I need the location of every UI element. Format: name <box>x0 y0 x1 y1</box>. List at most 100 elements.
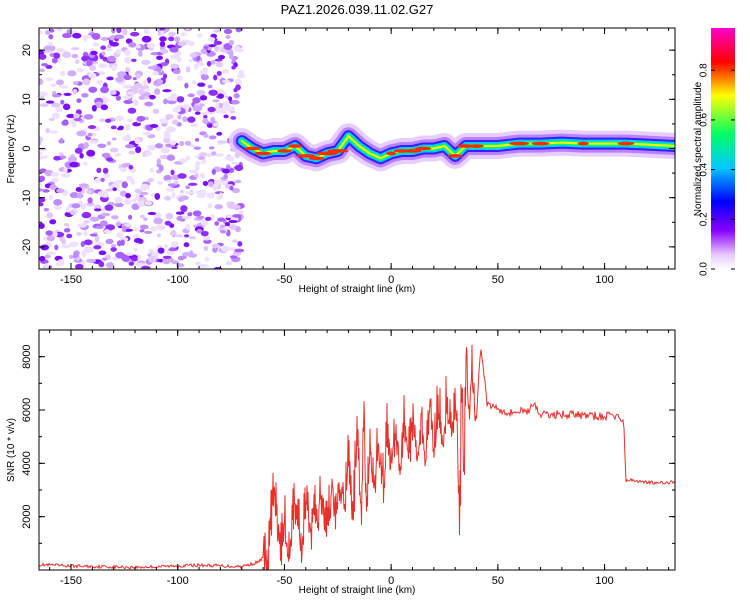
noise-blob <box>140 183 150 191</box>
noise-blob <box>62 51 72 59</box>
noise-blob <box>203 239 212 244</box>
noise-blob <box>101 257 108 261</box>
noise-blob <box>155 143 164 149</box>
noise-blob <box>48 34 54 40</box>
noise-blob <box>68 241 79 248</box>
noise-blob <box>144 116 149 121</box>
noise-blob <box>228 219 238 224</box>
noise-blob <box>85 202 95 207</box>
noise-blob <box>217 89 225 93</box>
noise-blob <box>205 152 213 158</box>
noise-blob <box>39 91 49 97</box>
noise-blob <box>183 234 190 238</box>
noise-blob <box>176 75 183 81</box>
noise-blob <box>86 149 96 157</box>
noise-blob <box>224 214 233 219</box>
noise-blob <box>181 215 191 220</box>
noise-blob <box>104 204 114 211</box>
noise-blob <box>54 244 59 251</box>
noise-blob <box>232 214 242 218</box>
noise-blob <box>128 42 137 48</box>
noise-blob <box>111 182 120 189</box>
noise-blob <box>165 126 176 133</box>
ridge-peak <box>509 141 530 146</box>
noise-blob <box>162 73 168 80</box>
colorbar-ticks: 0.0 0.2 0.4 0.6 0.8 <box>699 63 735 276</box>
noise-blob <box>231 161 239 165</box>
noise-blob <box>45 77 54 81</box>
noise-blob <box>194 137 200 142</box>
noise-blob <box>62 103 71 111</box>
noise-blob <box>134 137 141 145</box>
noise-blob <box>136 115 146 122</box>
noise-blob <box>99 118 106 122</box>
noise-blob <box>88 72 97 79</box>
noise-blob <box>198 61 205 67</box>
noise-blob <box>120 239 125 246</box>
noise-blob <box>139 191 149 196</box>
noise-blob <box>114 196 123 204</box>
noise-blob <box>182 251 191 257</box>
noise-blob <box>111 137 117 141</box>
noise-blob <box>170 93 177 97</box>
noise-blob <box>176 56 182 63</box>
noise-blob <box>214 204 224 210</box>
noise-blob <box>214 45 219 52</box>
noise-blob <box>79 152 84 159</box>
noise-blob <box>213 179 223 185</box>
noise-blob <box>130 257 138 262</box>
noise-blob <box>163 137 171 144</box>
noise-blob <box>159 154 169 160</box>
noise-blob <box>110 244 117 248</box>
noise-blob <box>187 116 196 123</box>
noise-blob <box>197 82 206 87</box>
noise-blob <box>234 164 244 171</box>
noise-blob <box>48 194 54 201</box>
noise-blob <box>48 130 59 134</box>
noise-blob <box>130 31 140 37</box>
noise-blob <box>177 173 187 179</box>
noise-blob <box>102 167 109 174</box>
noise-blob <box>180 32 187 37</box>
noise-blob <box>133 237 143 244</box>
noise-blob <box>56 188 65 193</box>
snr-y-label: SNR (10 * v/v) <box>6 418 17 482</box>
ridge-peak <box>288 144 302 148</box>
noise-blob <box>156 158 162 165</box>
noise-blob <box>172 69 181 75</box>
noise-blob <box>234 78 243 86</box>
x-tick-label: 50 <box>492 575 504 587</box>
noise-blob <box>200 220 209 226</box>
noise-blob <box>53 205 62 210</box>
y-tick-label: 6000 <box>21 398 33 422</box>
noise-blob <box>204 256 210 262</box>
noise-blob <box>141 265 151 269</box>
noise-blob <box>204 216 212 222</box>
noise-blob <box>124 49 131 56</box>
noise-blob <box>163 244 168 249</box>
noise-blob <box>156 224 166 231</box>
noise-blob <box>96 79 104 85</box>
noise-blob <box>46 212 54 219</box>
noise-blob <box>159 118 169 124</box>
noise-blob <box>187 93 195 98</box>
noise-blob <box>61 120 69 126</box>
noise-blob <box>124 144 135 149</box>
noise-blob <box>39 197 46 203</box>
noise-blob <box>170 63 180 69</box>
noise-blob <box>76 232 82 236</box>
noise-blob <box>77 223 87 228</box>
noise-blob <box>196 215 205 219</box>
frequency-ridge <box>228 123 675 172</box>
noise-blob <box>177 41 187 47</box>
noise-blob <box>202 118 209 125</box>
noise-blob <box>135 73 141 79</box>
noise-blob <box>56 28 63 32</box>
noise-blob <box>159 36 167 42</box>
noise-blob <box>230 99 240 105</box>
noise-blob <box>203 133 209 138</box>
noise-blob <box>39 182 43 187</box>
noise-blob <box>199 95 208 101</box>
noise-blob <box>116 28 122 34</box>
noise-blob <box>211 243 221 249</box>
